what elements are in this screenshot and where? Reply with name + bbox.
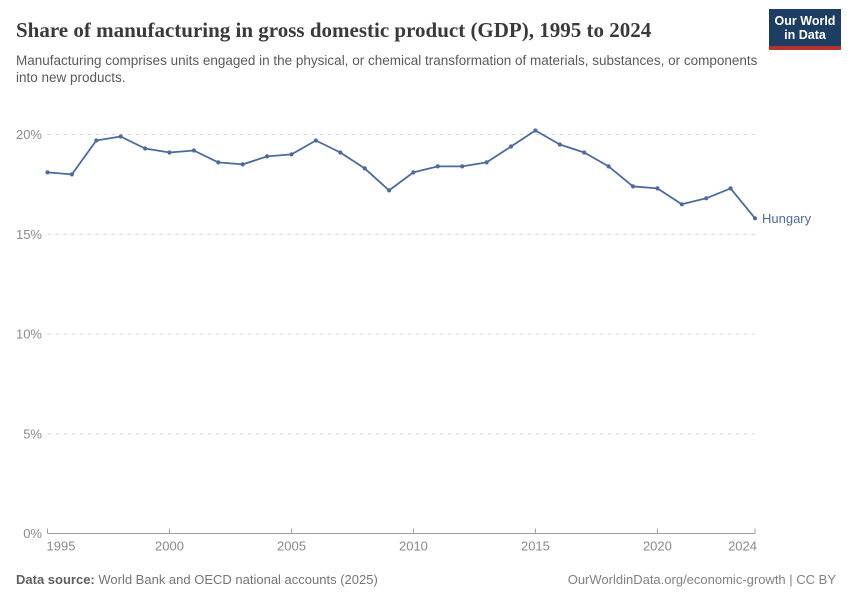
hungary-point-2023	[728, 186, 733, 191]
hungary-point-2017	[582, 150, 587, 155]
hungary-point-2014	[508, 144, 514, 149]
y-tick-label-20: 20%	[16, 127, 42, 142]
hungary-point-1998	[118, 134, 123, 139]
y-tick-label-10: 10%	[16, 327, 42, 342]
x-tick-label-2010: 2010	[399, 539, 428, 554]
series-label-hungary[interactable]: Hungary	[762, 211, 812, 226]
hungary-point-2018	[606, 164, 611, 169]
page-title: Share of manufacturing in gross domestic…	[16, 18, 652, 42]
hungary-point-2013	[484, 160, 489, 165]
owid-logo[interactable]: Our World in Data	[769, 9, 841, 50]
hungary-point-2008	[362, 166, 367, 171]
hungary-point-2024	[752, 216, 758, 221]
hungary-point-2006	[313, 138, 318, 143]
chart-footer: Data source: World Bank and OECD nationa…	[16, 572, 836, 587]
hungary-point-2016	[557, 142, 562, 147]
hungary-point-2012	[460, 164, 465, 169]
x-tick-label-2024: 2024	[728, 539, 757, 554]
hungary-point-2020	[655, 186, 660, 191]
x-tick-label-2020: 2020	[643, 539, 672, 554]
x-tick-label-2005: 2005	[277, 539, 306, 554]
owid-logo-line1: Our World	[774, 14, 836, 28]
hungary-point-2022	[704, 196, 709, 201]
x-tick-label-1995: 1995	[47, 539, 76, 554]
hungary-point-1997	[94, 138, 99, 143]
chart-header: Share of manufacturing in gross domestic…	[0, 0, 850, 86]
hungary-point-2010	[411, 170, 416, 175]
hungary-point-2003	[240, 162, 245, 167]
hungary-point-2004	[265, 154, 270, 159]
hungary-point-1996	[69, 172, 74, 177]
y-tick-label-5: 5%	[23, 426, 42, 441]
hungary-point-2000	[167, 150, 172, 155]
hungary-point-2021	[679, 202, 684, 207]
hungary-point-2005	[289, 152, 294, 157]
y-tick-label-0: 0%	[23, 526, 42, 541]
line-chart-canvas: 0% 5% 10% 15% 20% 1995 2000 2005 2010 2015 2020 202…	[16, 127, 812, 554]
hungary-point-1999	[143, 146, 148, 151]
hungary-point-1995	[45, 170, 50, 175]
hungary-point-2015	[533, 128, 538, 133]
hungary-point-2011	[435, 164, 440, 169]
hungary-point-2019	[630, 184, 636, 189]
hungary-point-2007	[338, 150, 343, 155]
data-source-label: Data source:	[16, 572, 95, 587]
y-tick-label-15: 15%	[16, 227, 42, 242]
data-source: Data source: World Bank and OECD nationa…	[16, 572, 378, 587]
hungary-point-2009	[387, 188, 392, 193]
hungary-point-2002	[216, 160, 221, 165]
owid-logo-line2: in Data	[784, 28, 826, 42]
chart-subtitle: Manufacturing comprises units engaged in…	[16, 53, 758, 85]
data-source-text: World Bank and OECD national accounts (2…	[94, 572, 378, 587]
x-tick-label-2000: 2000	[155, 539, 184, 554]
owid-link[interactable]: OurWorldinData.org/economic-growth | CC …	[567, 572, 836, 587]
hungary-line	[46, 129, 756, 220]
hungary-point-2001	[191, 148, 196, 153]
x-tick-label-2015: 2015	[521, 539, 550, 554]
chart-area: 0% 5% 10% 15% 20% 1995 2000 2005 2010 2015 2020 202…	[0, 112, 850, 582]
